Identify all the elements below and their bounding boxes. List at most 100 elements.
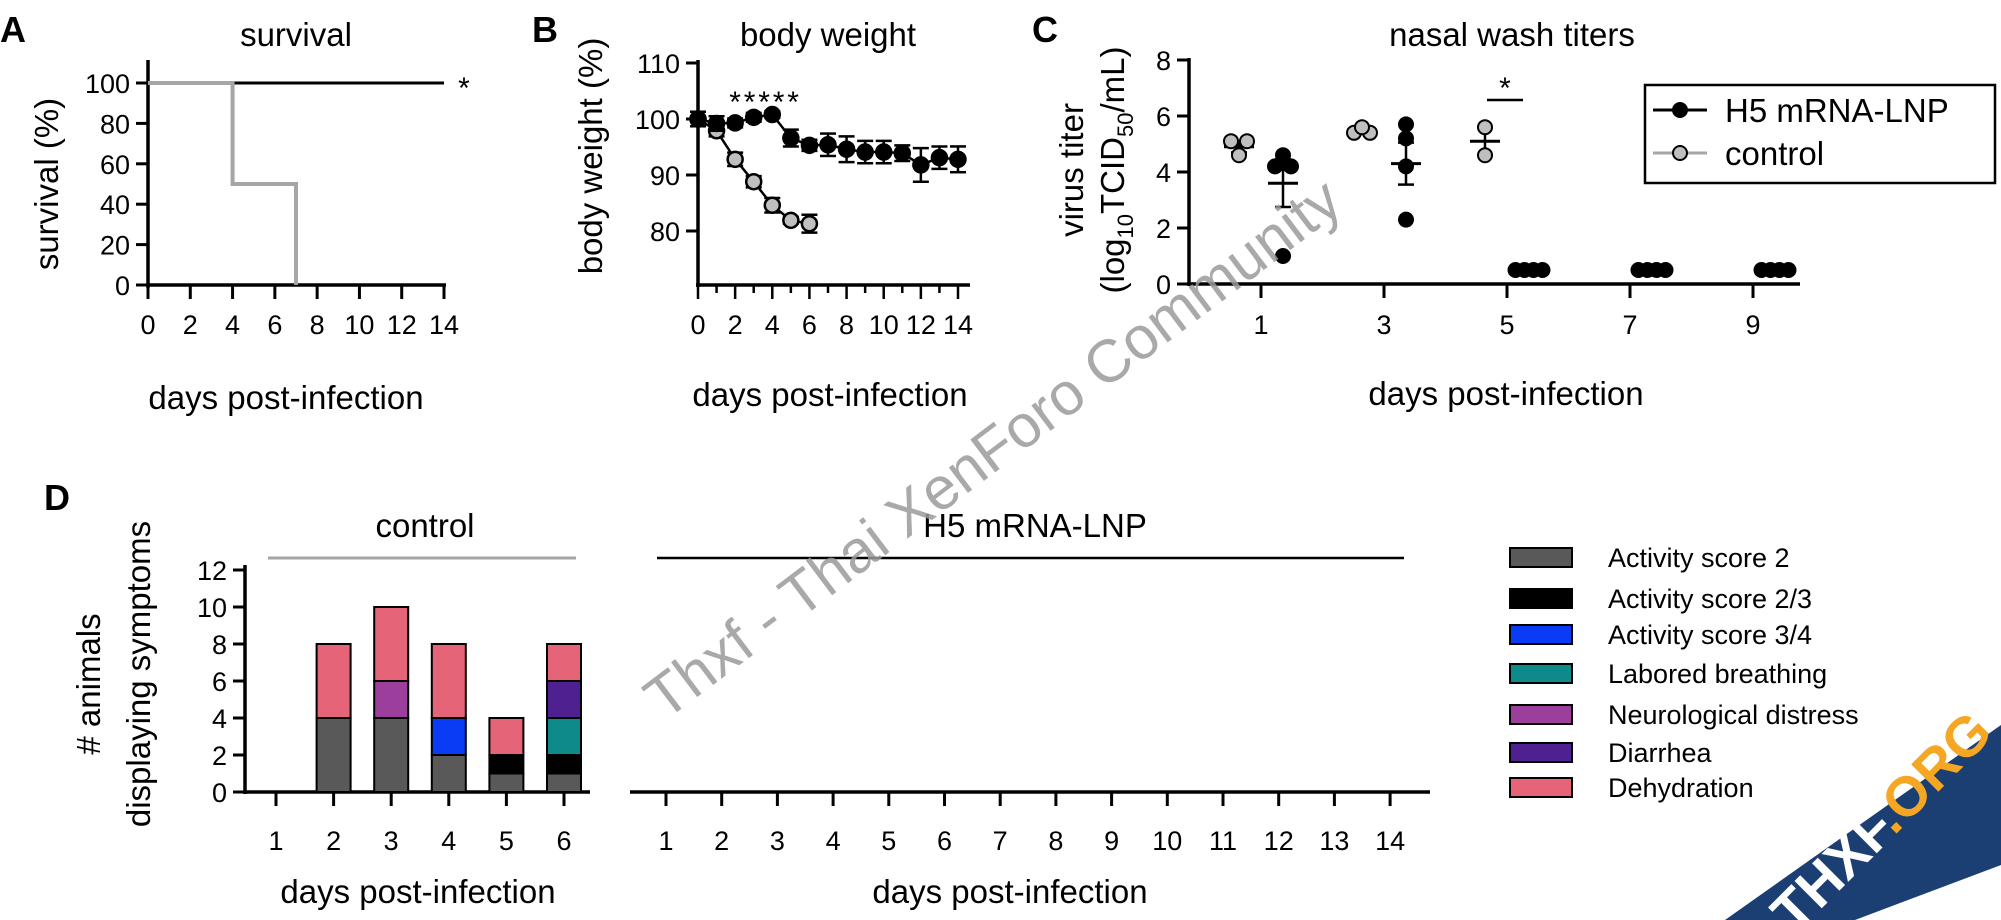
x-tick-label: 6 bbox=[802, 310, 817, 340]
chart-title: nasal wash titers bbox=[1389, 16, 1635, 53]
titer-point-vaccine bbox=[1398, 211, 1414, 228]
subscript: 10 bbox=[1113, 214, 1138, 238]
survival-line-control bbox=[148, 81, 298, 285]
bar-segment bbox=[373, 606, 410, 682]
x-tick-label: 4 bbox=[765, 310, 780, 340]
titer-point-vaccine bbox=[1398, 116, 1414, 133]
x-tick-label: 12 bbox=[1264, 826, 1294, 856]
y-tick-label: 100 bbox=[85, 69, 130, 99]
legend-label: Dehydration bbox=[1608, 773, 1754, 803]
legend-box bbox=[1643, 83, 1997, 185]
titer-point-vaccine bbox=[1534, 262, 1551, 278]
titer-point-vaccine bbox=[1283, 158, 1299, 175]
y-tick-label: 12 bbox=[197, 556, 227, 586]
x-tick-label: 1 bbox=[268, 826, 283, 856]
y-tick-label: 6 bbox=[212, 667, 227, 697]
bar-segment bbox=[430, 643, 467, 719]
x-tick-label: 9 bbox=[1104, 826, 1119, 856]
x-tick-label: 10 bbox=[869, 310, 899, 340]
weight-point-control bbox=[726, 150, 744, 169]
x-axis-label: days post-infection bbox=[872, 873, 1147, 910]
legend-label: Activity score 3/4 bbox=[1608, 620, 1812, 650]
x-tick-label: 6 bbox=[556, 826, 571, 856]
y-tick-label: 100 bbox=[635, 105, 680, 135]
y-tick-label: 0 bbox=[115, 271, 130, 301]
panel-letter: C bbox=[1032, 9, 1058, 50]
x-tick-label: 0 bbox=[690, 310, 705, 340]
group-label-vaccine: H5 mRNA-LNP bbox=[923, 507, 1147, 544]
bar-segment bbox=[546, 643, 582, 682]
banner-ribbon bbox=[1725, 725, 2001, 920]
x-tick-label: 5 bbox=[1499, 310, 1514, 340]
y-tick-label: 90 bbox=[650, 161, 680, 191]
x-tick-label: 10 bbox=[344, 310, 374, 340]
legend-swatch bbox=[1509, 588, 1573, 609]
x-tick-label: 14 bbox=[429, 310, 459, 340]
weight-point-vaccine bbox=[800, 136, 819, 155]
weight-point-vaccine bbox=[782, 129, 800, 147]
y-tick-label: 0 bbox=[212, 778, 227, 808]
x-tick-label: 9 bbox=[1745, 310, 1760, 340]
bar-segment bbox=[488, 717, 525, 756]
legend-label-control: control bbox=[1725, 135, 1824, 172]
x-tick-label: 2 bbox=[326, 826, 341, 856]
weight-point-vaccine bbox=[893, 144, 912, 162]
bar-segment bbox=[546, 772, 582, 793]
y-tick-label: 2 bbox=[212, 741, 227, 771]
titer-point-vaccine bbox=[1398, 130, 1414, 147]
weight-point-vaccine bbox=[763, 105, 782, 124]
significance-marker: * bbox=[787, 86, 799, 119]
x-tick-label: 12 bbox=[387, 310, 417, 340]
x-tick-label: 8 bbox=[839, 310, 854, 340]
y-axis-label: # animals bbox=[70, 613, 107, 754]
y-tick-label: 4 bbox=[212, 704, 227, 734]
weight-point-vaccine bbox=[819, 136, 837, 154]
weight-point-vaccine bbox=[874, 143, 893, 161]
x-tick-label: 3 bbox=[1376, 310, 1391, 340]
x-axis-label: days post-infection bbox=[1368, 375, 1643, 412]
titer-point-vaccine bbox=[1275, 147, 1291, 164]
x-tick-label: 8 bbox=[310, 310, 325, 340]
legend-swatch bbox=[1509, 742, 1573, 763]
legend-swatch bbox=[1509, 547, 1573, 568]
y-tick-label: 8 bbox=[1156, 46, 1171, 76]
x-tick-label: 6 bbox=[937, 826, 952, 856]
y-tick-label: 110 bbox=[637, 49, 680, 79]
legend-marker-vaccine bbox=[1672, 102, 1688, 118]
legend-swatch bbox=[1509, 624, 1573, 645]
weight-point-control bbox=[800, 214, 819, 233]
titer-point-control bbox=[1354, 119, 1370, 136]
y-tick-label: 4 bbox=[1156, 158, 1171, 188]
titer-point-control bbox=[1477, 147, 1493, 164]
weight-point-vaccine bbox=[949, 150, 967, 169]
bar-segment bbox=[546, 754, 582, 775]
significance-marker: * bbox=[729, 86, 741, 119]
significance-marker: * bbox=[458, 72, 470, 105]
y-tick-label: 6 bbox=[1156, 102, 1171, 132]
x-tick-label: 1 bbox=[658, 826, 673, 856]
x-tick-label: 6 bbox=[267, 310, 282, 340]
y-tick-label: 10 bbox=[197, 593, 227, 623]
y-axis-label: displaying symptoms bbox=[120, 521, 157, 827]
titer-point-control bbox=[1239, 133, 1255, 150]
weight-point-vaccine bbox=[856, 143, 874, 161]
weight-point-vaccine bbox=[744, 108, 763, 127]
titer-point-vaccine bbox=[1780, 262, 1797, 278]
weight-point-vaccine bbox=[837, 140, 856, 158]
group-label-control: control bbox=[375, 507, 474, 544]
x-tick-label: 4 bbox=[441, 826, 456, 856]
titer-point-vaccine bbox=[1398, 158, 1414, 175]
chart-title: body weight bbox=[740, 16, 916, 53]
weight-point-control bbox=[744, 172, 763, 191]
x-tick-label: 0 bbox=[140, 310, 155, 340]
titer-point-control bbox=[1231, 147, 1247, 164]
panel-letter: D bbox=[44, 477, 70, 518]
titer-point-control bbox=[1477, 119, 1493, 136]
weight-point-vaccine bbox=[930, 148, 949, 167]
x-tick-label: 1 bbox=[1253, 310, 1268, 340]
unit-text: TCID bbox=[1094, 137, 1131, 214]
panel-letter: A bbox=[0, 9, 26, 50]
y-axis-label: survival (%) bbox=[28, 98, 65, 270]
